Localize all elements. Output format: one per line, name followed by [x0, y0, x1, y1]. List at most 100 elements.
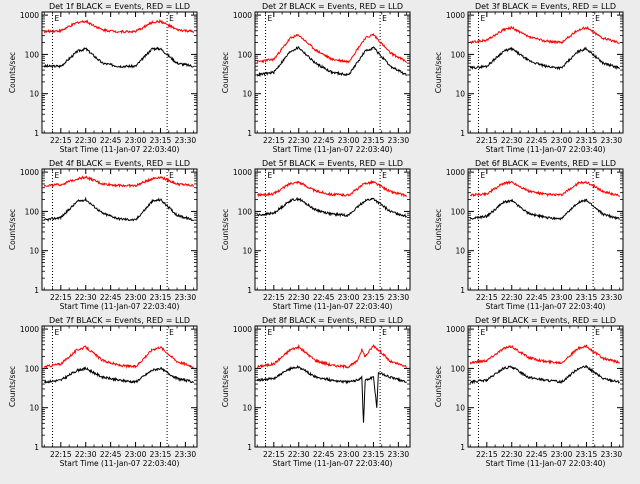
y-tick-label: 10 — [242, 90, 252, 99]
series-line-events — [256, 196, 407, 218]
x-tick-label: 22:15 — [50, 136, 72, 145]
x-tick-label: 22:45 — [313, 136, 335, 145]
y-tick-label: 100 — [238, 364, 253, 373]
x-tick-label: 22:15 — [476, 136, 498, 145]
plot-frame — [254, 168, 411, 291]
x-tick-label: 22:30 — [288, 450, 310, 459]
x-tick-label: 22:30 — [75, 136, 97, 145]
panel-title: Det 4f BLACK = Events, RED = LLD — [49, 159, 190, 168]
x-tick-label: 23:15 — [150, 450, 172, 459]
y-tick-label: 1 — [460, 286, 465, 295]
panel-9: Det 9f BLACK = Events, RED = LLD 1 10 100 10… — [434, 316, 624, 468]
x-tick-label: 23:30 — [388, 450, 410, 459]
x-tick-label: 22:15 — [476, 293, 498, 302]
event-marker-label: E — [595, 328, 600, 337]
x-axis-label: Start Time (11-Jan-07 22:03:40) — [60, 459, 180, 468]
x-tick-label: 22:30 — [288, 293, 310, 302]
x-tick-label: 23:00 — [551, 136, 573, 145]
x-tick-label: 22:45 — [313, 450, 335, 459]
x-tick-label: 23:00 — [338, 450, 360, 459]
series-line-lld — [43, 345, 194, 370]
y-tick-label: 1 — [34, 129, 39, 138]
plot-frame — [41, 325, 198, 448]
x-tick-label: 23:00 — [125, 450, 147, 459]
y-tick-label: 10 — [455, 404, 465, 413]
x-axis-label: Start Time (11-Jan-07 22:03:40) — [273, 145, 393, 154]
y-tick-label: 1000 — [20, 325, 39, 334]
x-axis-label: Start Time (11-Jan-07 22:03:40) — [273, 302, 393, 311]
event-marker-label: E — [382, 14, 387, 23]
x-tick-label: 22:45 — [313, 293, 335, 302]
x-tick-label: 22:45 — [526, 136, 548, 145]
panel-title: Det 7f BLACK = Events, RED = LLD — [49, 316, 190, 325]
series-line-events — [44, 196, 194, 222]
x-axis-label: Start Time (11-Jan-07 22:03:40) — [273, 459, 393, 468]
x-tick-label: 22:45 — [526, 293, 548, 302]
panel-title: Det 1f BLACK = Events, RED = LLD — [49, 2, 190, 11]
event-marker-label: E — [169, 328, 174, 337]
y-tick-label: 1000 — [233, 11, 252, 20]
y-tick-label: 10 — [29, 247, 39, 256]
y-tick-label: 1000 — [20, 11, 39, 20]
panel-title: Det 6f BLACK = Events, RED = LLD — [475, 159, 616, 168]
event-marker-label: E — [268, 14, 273, 23]
series-line-events — [256, 46, 407, 78]
x-tick-label: 23:30 — [175, 450, 197, 459]
series-line-lld — [43, 18, 195, 35]
x-tick-label: 22:45 — [100, 136, 122, 145]
panel-5: Det 5f BLACK = Events, RED = LLD 1 10 100 10… — [221, 159, 411, 311]
series-line-lld — [256, 32, 407, 64]
y-tick-label: 100 — [25, 207, 40, 216]
x-tick-label: 23:15 — [576, 293, 598, 302]
panel-2: Det 2f BLACK = Events, RED = LLD 1 10 100 10… — [221, 2, 411, 154]
series-line-lld — [257, 344, 407, 370]
x-tick-label: 23:30 — [175, 136, 197, 145]
x-tick-label: 22:15 — [50, 450, 72, 459]
y-axis-label: Counts/sec — [434, 209, 443, 250]
x-tick-label: 22:30 — [501, 450, 523, 459]
y-tick-label: 10 — [242, 404, 252, 413]
y-axis-label: Counts/sec — [8, 209, 17, 250]
plot-frame — [41, 11, 198, 134]
event-marker-label: E — [268, 328, 273, 337]
y-tick-label: 1 — [34, 286, 39, 295]
x-tick-label: 22:15 — [263, 450, 285, 459]
x-tick-label: 22:15 — [263, 293, 285, 302]
event-marker-label: E — [382, 328, 387, 337]
x-tick-label: 23:00 — [338, 293, 360, 302]
x-tick-label: 22:30 — [288, 136, 310, 145]
series-line-lld — [43, 175, 195, 189]
y-axis-label: Counts/sec — [434, 52, 443, 93]
y-tick-label: 100 — [238, 50, 253, 59]
x-tick-label: 23:15 — [150, 136, 172, 145]
y-tick-label: 100 — [451, 364, 466, 373]
y-axis-label: Counts/sec — [221, 52, 230, 93]
y-tick-label: 1000 — [446, 11, 465, 20]
x-axis-label: Start Time (11-Jan-07 22:03:40) — [60, 302, 180, 311]
y-tick-label: 1000 — [446, 325, 465, 334]
y-tick-label: 100 — [25, 50, 40, 59]
y-tick-label: 100 — [451, 207, 466, 216]
panel-title: Det 2f BLACK = Events, RED = LLD — [262, 2, 403, 11]
y-tick-label: 100 — [25, 364, 40, 373]
panel-7: Det 7f BLACK = Events, RED = LLD 1 10 100 10… — [8, 316, 198, 468]
y-tick-label: 1 — [460, 129, 465, 138]
series-line-lld — [469, 344, 620, 365]
series-line-events — [43, 46, 195, 70]
x-tick-label: 23:00 — [551, 293, 573, 302]
event-marker-label: E — [382, 171, 387, 180]
x-tick-label: 23:00 — [551, 450, 573, 459]
x-tick-label: 23:00 — [338, 136, 360, 145]
series-line-events — [256, 364, 407, 423]
plot-frame — [467, 11, 624, 134]
y-tick-label: 1000 — [446, 168, 465, 177]
panel-title: Det 9f BLACK = Events, RED = LLD — [475, 316, 616, 325]
panel-1: Det 1f BLACK = Events, RED = LLD 1 10 100 10… — [8, 2, 198, 154]
x-tick-label: 23:30 — [601, 450, 623, 459]
y-tick-label: 1 — [460, 443, 465, 452]
x-tick-label: 22:30 — [75, 293, 97, 302]
x-tick-label: 22:45 — [526, 450, 548, 459]
x-axis-label: Start Time (11-Jan-07 22:03:40) — [60, 145, 180, 154]
x-tick-label: 23:00 — [125, 136, 147, 145]
